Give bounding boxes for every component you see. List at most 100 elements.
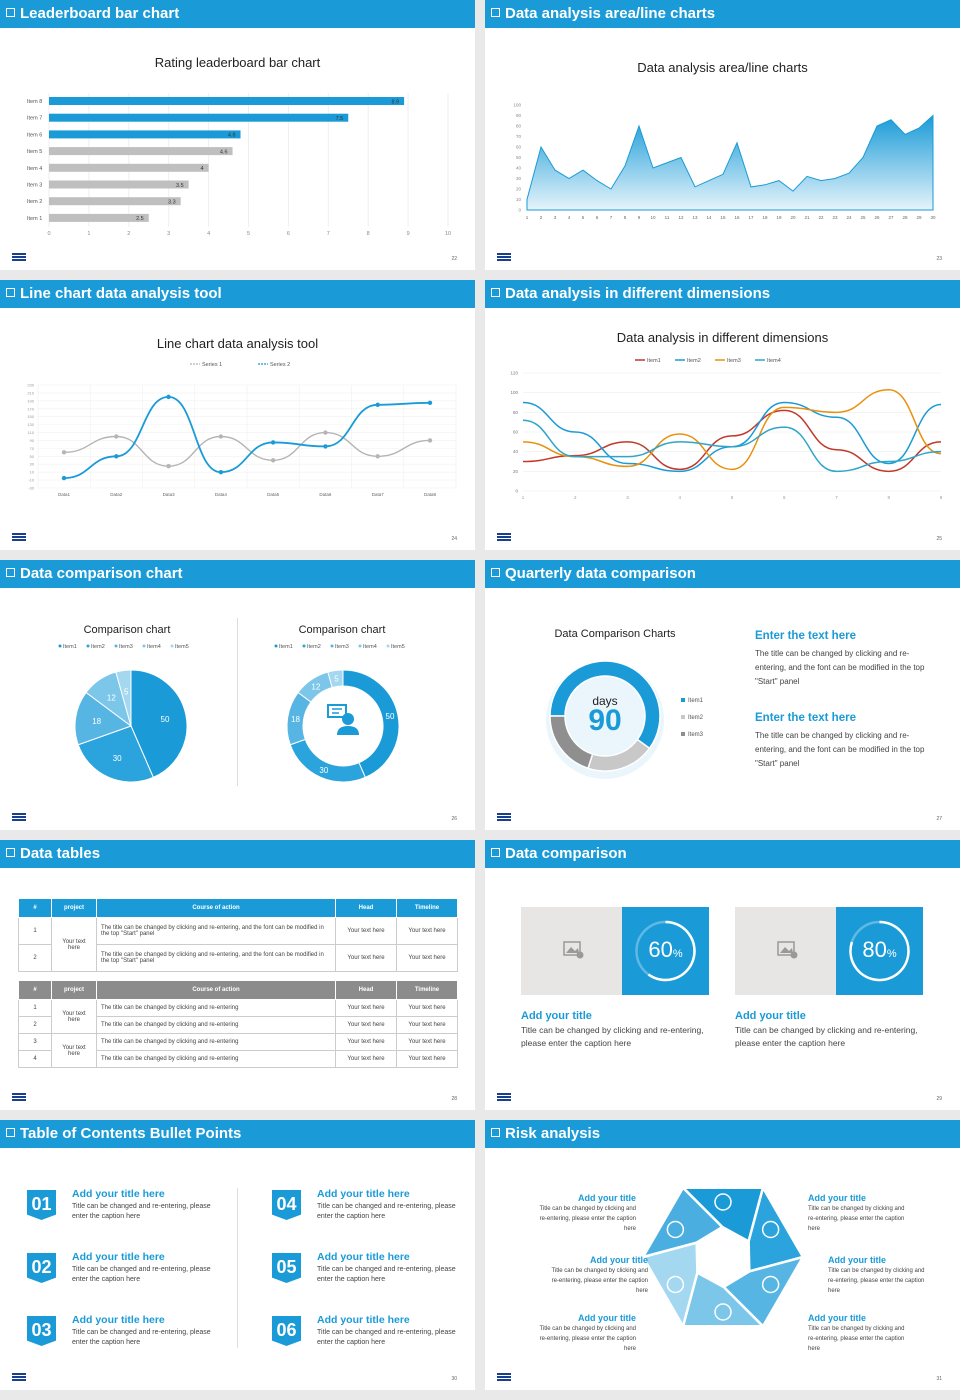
slide-header: Risk analysis: [485, 1120, 960, 1148]
slide-header: Leaderboard bar chart: [0, 0, 475, 28]
series-line: [63, 431, 431, 467]
tick-label: 25: [860, 215, 866, 220]
col-header: Head: [335, 898, 397, 918]
tick-label: 10: [650, 215, 656, 220]
risk-cycle-diagram: [640, 1184, 806, 1330]
risk-caption: Title can be changed by clicking and re-…: [808, 1326, 905, 1352]
toc-item: 06 Add your title here Title can be change…: [272, 1314, 472, 1364]
cell-num: 3: [18, 1033, 52, 1051]
tick-label: 0: [515, 489, 518, 494]
tick-label: 23: [832, 215, 838, 220]
item-caption: Title can be changed and re-entering, pl…: [72, 1329, 211, 1346]
col-header: Course of action: [96, 980, 336, 1000]
legend-label: Item1: [688, 698, 704, 704]
tick-label: 6: [287, 231, 290, 237]
table-row: 1 Your text here The title can be change…: [18, 917, 458, 972]
segment-icon: [714, 1193, 732, 1211]
item-caption: Title can be changed and re-entering, pl…: [72, 1266, 211, 1283]
header-title: Table of Contents Bullet Points: [20, 1125, 242, 1142]
checkbox-icon: [6, 848, 15, 857]
card-caption: Title can be changed by clicking and re-…: [521, 1025, 704, 1048]
cell-time: Your text here: [396, 1016, 458, 1034]
cell-head: Your text here: [335, 917, 397, 945]
toc-item: 01 Add your title here Title can be change…: [27, 1188, 227, 1238]
tick-label: 9: [407, 231, 410, 237]
legend-label: Item1: [647, 358, 661, 364]
page-number: 23: [936, 256, 942, 262]
legend-label: Item3: [119, 644, 133, 650]
cell-project: Your text here: [51, 1033, 97, 1068]
tick-label: 30: [30, 462, 35, 467]
tick-label: 40: [516, 166, 522, 171]
cell-head: Your text here: [335, 944, 397, 972]
chart-title: Data analysis in different dimensions: [616, 330, 829, 345]
legend-label: Item2: [688, 715, 704, 721]
block-text: The title can be changed by clicking and…: [755, 731, 925, 768]
progress-ring: [635, 920, 696, 982]
tick-label: 9: [940, 495, 943, 500]
percent-value: 60: [648, 937, 673, 962]
number-badge: 01: [27, 1190, 56, 1220]
data-point: [323, 444, 328, 449]
donut-hole: [304, 687, 382, 765]
tick-label: 170: [27, 406, 34, 411]
slide-header: Data comparison chart: [0, 560, 475, 588]
cell-text: The title can be changed by clicking and…: [96, 1016, 336, 1034]
chart-title: Data analysis area/line charts: [637, 60, 808, 75]
col-header: Course of action: [96, 898, 336, 918]
tick-label: Data3: [163, 492, 176, 497]
series-line: [63, 395, 431, 479]
risk-caption: Title can be changed by clicking and re-…: [551, 1268, 648, 1294]
legend-swatch: [386, 644, 390, 648]
data-point: [61, 475, 67, 481]
tick-label: 2: [540, 215, 543, 220]
legend-swatch: [170, 644, 174, 648]
table-row: 2 The title can be changed by clicking a…: [18, 944, 458, 972]
table-row: 2 The title can be changed by clicking a…: [18, 1016, 458, 1034]
number-value: 04: [276, 1194, 297, 1214]
card-title: Add your title: [521, 1010, 592, 1022]
series-line: [522, 409, 942, 473]
tick-label: 4: [207, 231, 210, 237]
pie-slice: [74, 691, 133, 746]
slide-risk: Risk analysis Add your title Title can be…: [485, 1120, 960, 1390]
category-label: Item 6: [27, 132, 42, 138]
tick-label: 5: [582, 215, 585, 220]
tick-label: 3: [167, 231, 170, 237]
col-header: project: [51, 980, 97, 1000]
legend-label: Item1: [279, 644, 293, 650]
header-title: Data comparison chart: [20, 565, 183, 582]
logo-icon: [497, 533, 511, 542]
data-label: 8.9: [391, 99, 399, 105]
tick-label: 28: [902, 215, 908, 220]
page-number: 22: [451, 256, 457, 262]
tick-label: 22: [818, 215, 824, 220]
number-badge: 05: [272, 1253, 301, 1283]
tick-label: Data8: [424, 492, 437, 497]
tick-label: 130: [27, 422, 34, 427]
legend-swatch: [681, 698, 685, 702]
tick-label: Data5: [267, 492, 280, 497]
data-label: 18: [291, 715, 300, 724]
data-label: 50: [161, 715, 170, 724]
tick-label: 15: [720, 215, 726, 220]
tick-label: 60: [516, 145, 522, 150]
tick-label: 21: [804, 215, 810, 220]
page-number: 24: [451, 536, 457, 542]
tick-label: Data4: [215, 492, 228, 497]
toc-item: 02 Add your title here Title can be change…: [27, 1251, 227, 1301]
risk-title: Add your title: [808, 1313, 866, 1323]
number-value: 02: [31, 1257, 52, 1277]
slide-dimensions: Data analysis in different dimensions Da…: [485, 280, 960, 550]
data-label: 4.6: [220, 149, 228, 155]
chart-title: Comparison chart: [298, 624, 386, 636]
image-placeholder: [735, 907, 836, 995]
category-label: Item 1: [27, 216, 42, 222]
tick-label: 8: [367, 231, 370, 237]
data-point: [427, 400, 433, 406]
table-row: 1 Your text here The title can be change…: [18, 999, 458, 1034]
tick-label: 4: [678, 495, 681, 500]
percent-unit: %: [672, 948, 683, 960]
donut-slice: [549, 660, 661, 750]
donut-slice: [549, 715, 594, 770]
